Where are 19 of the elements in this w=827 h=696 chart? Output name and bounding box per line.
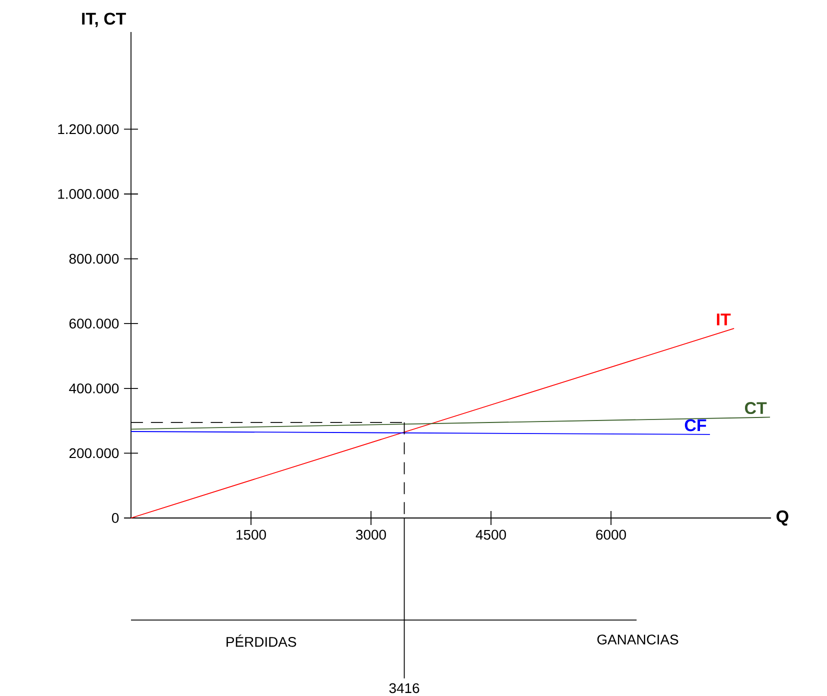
y-tick-label: 1.000.000 <box>58 189 119 199</box>
x-axis-title: Q <box>776 510 788 526</box>
ref-line-label: 3416 <box>389 683 420 694</box>
y-tick-label: 400.000 <box>69 383 119 394</box>
x-tick-label: 3000 <box>356 530 386 540</box>
series-label: CT <box>744 402 767 414</box>
text: PÉRDIDAS <box>226 634 296 647</box>
y-axis-title: IT, CT <box>82 12 126 28</box>
y-tick-label: 0 <box>112 513 119 523</box>
y-tick-label: 800.000 <box>69 254 119 264</box>
y-tick-label: 200.000 <box>69 448 119 458</box>
y-tick-label: 1.200.000 <box>58 124 119 134</box>
x-tick-label: 4500 <box>476 530 506 540</box>
x-tick-label: 1500 <box>236 530 266 540</box>
series-label: IT <box>716 314 731 326</box>
text: GANANCIAS <box>597 634 678 645</box>
x-tick-label: 6000 <box>596 530 626 540</box>
series-label: CF <box>684 419 706 432</box>
y-tick-label: 600.000 <box>69 318 119 329</box>
